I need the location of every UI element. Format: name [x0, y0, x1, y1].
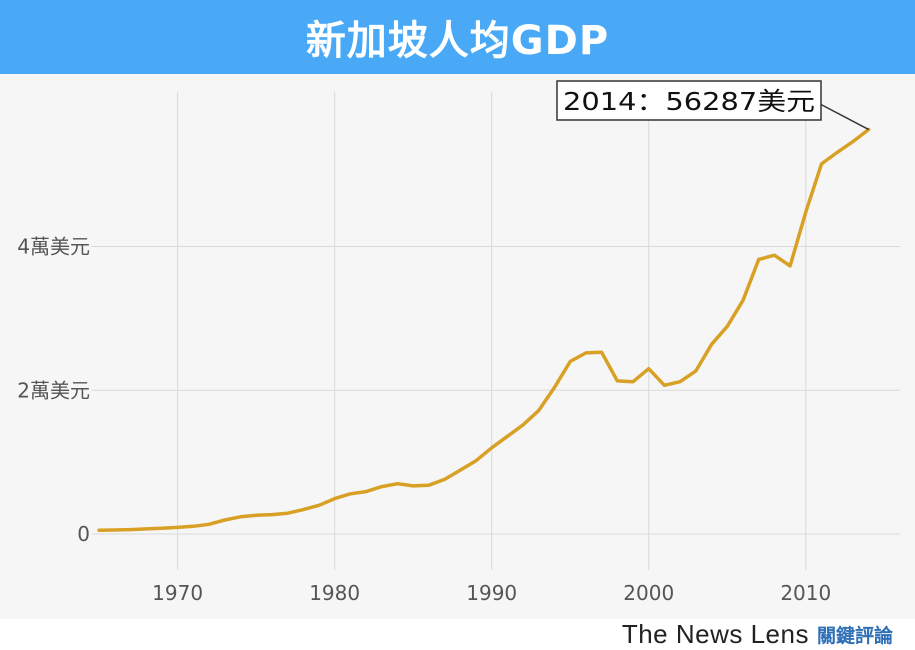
brand-name: The News Lens	[621, 619, 809, 649]
line-chart: 1970 1980 1990 2000 2010 0 2萬美元 4萬美元 2014：5628…	[17, 80, 900, 605]
y-tick-label: 4萬美元	[17, 235, 90, 259]
title-bar: 新加坡人均GDP	[0, 0, 915, 74]
y-tick-label: 2萬美元	[17, 378, 90, 402]
plot-area: 1970 1980 1990 2000 2010 0 2萬美元 4萬美元 2014：5628…	[0, 74, 915, 619]
x-tick-label: 1970	[152, 581, 203, 605]
y-tick-label: 0	[77, 522, 90, 546]
x-tick-label: 1980	[309, 581, 360, 605]
annotation-label: 2014：56287美元	[563, 87, 815, 116]
vertical-gridlines	[177, 92, 807, 570]
brand-logo: The News Lens 關鍵評論	[622, 619, 893, 650]
annotation-group: 2014：56287美元	[556, 80, 869, 131]
x-tick-label: 2010	[780, 581, 831, 605]
footer: The News Lens 關鍵評論	[0, 619, 915, 650]
annotation-box	[556, 80, 822, 121]
annotation-leader	[820, 103, 869, 131]
x-tick-label: 1990	[466, 581, 517, 605]
brand-cjk-name: 關鍵評論	[816, 625, 893, 647]
chart-title: 新加坡人均GDP	[305, 18, 610, 64]
x-tick-labels: 1970 1980 1990 2000 2010	[152, 581, 831, 605]
gdp-series-line	[97, 127, 871, 533]
horizontal-gridlines	[92, 246, 900, 535]
x-tick-label: 2000	[623, 581, 674, 605]
series-group	[97, 127, 871, 533]
y-tick-labels: 0 2萬美元 4萬美元	[17, 235, 90, 547]
